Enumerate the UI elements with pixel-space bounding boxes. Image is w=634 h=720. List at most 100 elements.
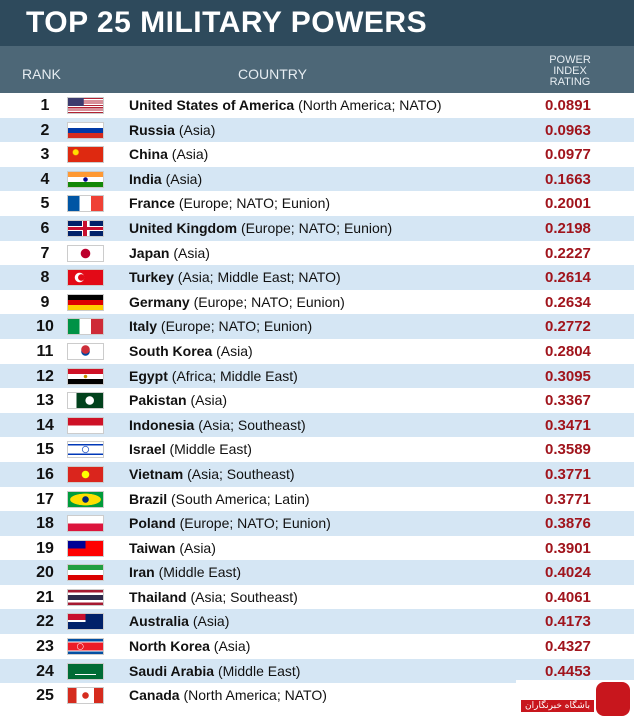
rank: 23 [36,638,54,656]
rank: 24 [36,662,54,680]
rank: 21 [36,588,54,606]
rating: 0.3771 [545,465,591,483]
country-name: Saudi Arabia [129,662,215,679]
rank: 1 [40,97,50,114]
rating: 0.3589 [545,441,591,459]
table-row: 2 Russia (Asia) 0.0963 [0,117,634,143]
country-cell: United Kingdom (Europe; NATO; Eunion) [129,220,392,236]
flag [68,466,103,482]
rating: 0.4024 [545,564,591,582]
country-name: Germany [129,293,190,310]
table-row: 9 Germany (Europe; NATO; Eunion) 0.2634 [0,290,634,315]
rating: 0.2634 [545,293,591,311]
rating: 0.3876 [545,515,591,533]
rating: 0.3095 [545,367,591,385]
table-row: 10 Italy (Europe; NATO; Eunion) 0.2772 [0,314,634,339]
rank: 4 [40,170,50,188]
table-row: 17 Brazil (South America; Latin) 0.3771 [0,487,634,512]
flag [68,147,103,163]
flag [68,270,103,286]
country-name: Israel [129,441,166,458]
rank: 2 [40,121,50,139]
country-name: United Kingdom [129,219,238,236]
country-name: Canada [129,687,180,704]
rank: 15 [36,441,54,459]
rank: 17 [36,490,54,508]
country-cell: China (Asia) [129,146,208,162]
country-name: Indonesia [129,416,195,433]
table-row: 19 Taiwan (Asia) 0.3901 [0,536,634,561]
flag [68,343,103,359]
table-row: 4 India (Asia) 0.1663 [0,166,634,192]
flag [68,614,103,630]
country-name: Australia [129,613,189,630]
rank: 9 [40,293,50,311]
rating: 0.3771 [545,490,591,508]
header-rank: RANK [22,66,61,82]
flag [68,368,103,384]
table-row: 21 Thailand (Asia; Southeast) 0.4061 [0,585,634,610]
rating: 0.2804 [545,342,591,360]
table-body: 1 United States of America (North America… [0,93,634,708]
country-region: (Asia) [213,638,251,655]
country-name: Iran [129,564,155,581]
country-cell: Taiwan (Asia) [129,540,216,556]
flag [68,294,103,310]
country-cell: Italy (Europe; NATO; Eunion) [129,318,312,334]
rating: 0.4327 [545,638,591,656]
country-name: Russia [129,121,175,138]
rank: 11 [36,342,54,360]
country-cell: Australia (Asia) [129,613,229,629]
country-cell: Canada (North America; NATO) [129,687,327,703]
rank: 13 [36,392,54,410]
table-row: 6 United Kingdom (Europe; NATO; Eunion) 0.… [0,215,634,241]
country-cell: Indonesia (Asia; Southeast) [129,417,306,433]
flag [68,319,103,335]
table-header: RANK COUNTRY POWER INDEX RATING [0,46,634,93]
country-name: Japan [129,244,170,261]
country-region: (Europe; NATO; Eunion) [179,515,331,532]
flag [68,540,103,556]
flag [68,516,103,532]
table-row: 14 Indonesia (Asia; Southeast) 0.3471 [0,412,634,438]
rank: 10 [36,318,54,336]
rating: 0.3367 [545,392,591,410]
watermark-logo [596,682,630,716]
table-row: 1 United States of America (North America… [0,93,634,118]
table-row: 15 Israel (Middle East) 0.3589 [0,437,634,462]
rank: 14 [36,416,54,434]
watermark-text: باشگاه خبرنگاران [521,700,594,712]
country-name: Brazil [129,490,168,507]
watermark: باشگاه خبرنگاران [516,680,634,720]
flag [68,393,103,409]
table-row: 3 China (Asia) 0.0977 [0,142,634,167]
flag [68,565,103,581]
table-row: 23 North Korea (Asia) 0.4327 [0,634,634,659]
country-region: (Asia) [216,342,253,359]
header-country: COUNTRY [238,66,307,82]
country-cell: Israel (Middle East) [129,441,252,457]
rank: 25 [36,687,54,705]
country-region: (Asia) [192,613,230,630]
flag [68,688,103,704]
rating: 0.3471 [545,416,591,434]
table-row: 22 Australia (Asia) 0.4173 [0,609,634,635]
country-cell: Brazil (South America; Latin) [129,491,310,507]
flag [68,589,103,605]
table-row: 8 Turkey (Asia; Middle East; NATO) 0.2614 [0,265,634,290]
country-name: China [129,146,168,163]
country-region: (Middle East) [169,441,252,458]
rating: 0.4173 [545,613,591,631]
country-name: Egypt [129,367,168,384]
country-region: (Asia; Southeast) [190,588,298,605]
rating: 0.4061 [545,588,591,606]
country-region: (Asia) [171,146,209,163]
country-cell: India (Asia) [129,171,202,187]
country-region: (North America; NATO) [183,687,327,704]
rating: 0.0977 [545,146,591,164]
rank: 12 [36,367,54,385]
country-cell: Iran (Middle East) [129,564,241,580]
country-region: (North America; NATO) [298,97,442,113]
flag [68,245,103,261]
